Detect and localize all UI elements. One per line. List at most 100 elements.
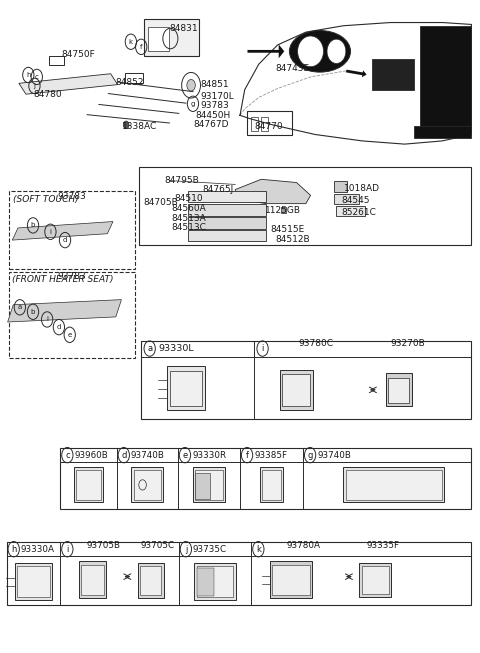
Text: 1125GB: 1125GB	[265, 206, 301, 215]
Text: d: d	[63, 237, 67, 243]
Text: 84767D: 84767D	[193, 120, 228, 129]
FancyBboxPatch shape	[76, 470, 101, 500]
FancyBboxPatch shape	[197, 567, 214, 596]
Text: h: h	[26, 72, 31, 78]
Text: 93705B: 93705B	[86, 541, 120, 550]
Text: 93960B: 93960B	[74, 451, 108, 460]
FancyBboxPatch shape	[132, 468, 163, 503]
Text: 84743E: 84743E	[275, 64, 310, 73]
Text: i: i	[262, 344, 264, 353]
FancyBboxPatch shape	[188, 217, 266, 229]
FancyBboxPatch shape	[414, 126, 471, 138]
FancyBboxPatch shape	[270, 562, 312, 598]
Text: 93385F: 93385F	[254, 451, 287, 460]
Polygon shape	[8, 300, 121, 322]
Text: g: g	[307, 451, 313, 460]
Ellipse shape	[327, 39, 346, 63]
FancyBboxPatch shape	[194, 563, 236, 599]
Text: 84765J: 84765J	[203, 185, 234, 194]
Text: 93330A: 93330A	[21, 545, 55, 554]
Text: 84780: 84780	[33, 90, 61, 99]
FancyBboxPatch shape	[273, 565, 310, 596]
FancyBboxPatch shape	[336, 206, 365, 215]
FancyBboxPatch shape	[260, 468, 284, 503]
FancyBboxPatch shape	[334, 181, 347, 192]
FancyBboxPatch shape	[344, 468, 444, 503]
Text: e: e	[182, 451, 188, 460]
FancyBboxPatch shape	[144, 20, 199, 56]
FancyBboxPatch shape	[82, 565, 104, 596]
FancyBboxPatch shape	[74, 468, 103, 503]
FancyBboxPatch shape	[195, 473, 210, 500]
Ellipse shape	[298, 36, 324, 67]
FancyBboxPatch shape	[170, 372, 202, 406]
FancyBboxPatch shape	[15, 563, 52, 599]
Text: 84705B: 84705B	[144, 199, 178, 208]
Text: h: h	[11, 545, 16, 554]
Text: 93783: 93783	[58, 272, 86, 281]
FancyBboxPatch shape	[188, 204, 266, 215]
Text: 84512B: 84512B	[275, 235, 310, 244]
FancyBboxPatch shape	[134, 470, 161, 500]
Ellipse shape	[289, 31, 350, 72]
FancyBboxPatch shape	[188, 230, 266, 242]
FancyBboxPatch shape	[148, 27, 169, 52]
FancyBboxPatch shape	[262, 470, 281, 500]
Text: 1338AC: 1338AC	[122, 121, 157, 131]
Text: 84513A: 84513A	[172, 214, 206, 223]
FancyBboxPatch shape	[188, 191, 266, 202]
Text: 1018AD: 1018AD	[344, 184, 380, 193]
Text: i: i	[49, 229, 51, 235]
Text: b: b	[31, 309, 35, 315]
Text: 93740B: 93740B	[317, 451, 351, 460]
FancyBboxPatch shape	[17, 566, 50, 597]
Text: 93330R: 93330R	[192, 451, 226, 460]
Text: 84770: 84770	[254, 121, 283, 131]
Text: f: f	[246, 451, 249, 460]
Text: a: a	[18, 304, 22, 310]
Text: 93335F: 93335F	[367, 541, 399, 550]
Text: 93705C: 93705C	[140, 541, 174, 550]
FancyBboxPatch shape	[193, 468, 225, 503]
Text: 93270B: 93270B	[391, 339, 425, 348]
Text: 93735C: 93735C	[193, 545, 227, 554]
Text: 93783: 93783	[58, 192, 86, 201]
Text: i: i	[66, 545, 69, 554]
Text: f: f	[140, 44, 143, 50]
Polygon shape	[235, 180, 311, 204]
FancyBboxPatch shape	[197, 566, 233, 597]
Text: 84852: 84852	[115, 78, 144, 87]
FancyBboxPatch shape	[420, 25, 471, 128]
Text: k: k	[256, 545, 261, 554]
Text: (FRONT HEATER SEAT): (FRONT HEATER SEAT)	[12, 276, 114, 284]
Text: 84450H: 84450H	[195, 111, 230, 119]
FancyBboxPatch shape	[281, 207, 286, 213]
Text: 84545: 84545	[341, 196, 370, 205]
Text: g: g	[191, 101, 195, 107]
Text: (SOFT TOUCH): (SOFT TOUCH)	[13, 195, 79, 204]
Circle shape	[187, 80, 195, 91]
Text: 93170L: 93170L	[200, 91, 234, 101]
Text: 93740B: 93740B	[131, 451, 165, 460]
Text: a: a	[147, 344, 152, 353]
FancyBboxPatch shape	[167, 366, 204, 409]
Circle shape	[123, 121, 129, 129]
FancyBboxPatch shape	[388, 377, 409, 404]
FancyBboxPatch shape	[334, 194, 359, 204]
Text: 84750F: 84750F	[61, 50, 95, 59]
FancyBboxPatch shape	[362, 566, 389, 594]
FancyBboxPatch shape	[138, 563, 164, 598]
FancyBboxPatch shape	[282, 374, 310, 406]
Text: 93330L: 93330L	[158, 344, 194, 353]
Text: j: j	[185, 545, 187, 554]
Text: 84831: 84831	[169, 24, 198, 33]
Text: j: j	[34, 83, 36, 89]
Text: e: e	[68, 332, 72, 338]
Text: c: c	[35, 74, 39, 80]
Text: 84851: 84851	[200, 80, 228, 89]
Text: c: c	[65, 451, 70, 460]
Text: 93780A: 93780A	[287, 541, 321, 550]
FancyBboxPatch shape	[280, 370, 313, 409]
FancyBboxPatch shape	[140, 566, 161, 596]
Text: 84510: 84510	[174, 194, 203, 203]
